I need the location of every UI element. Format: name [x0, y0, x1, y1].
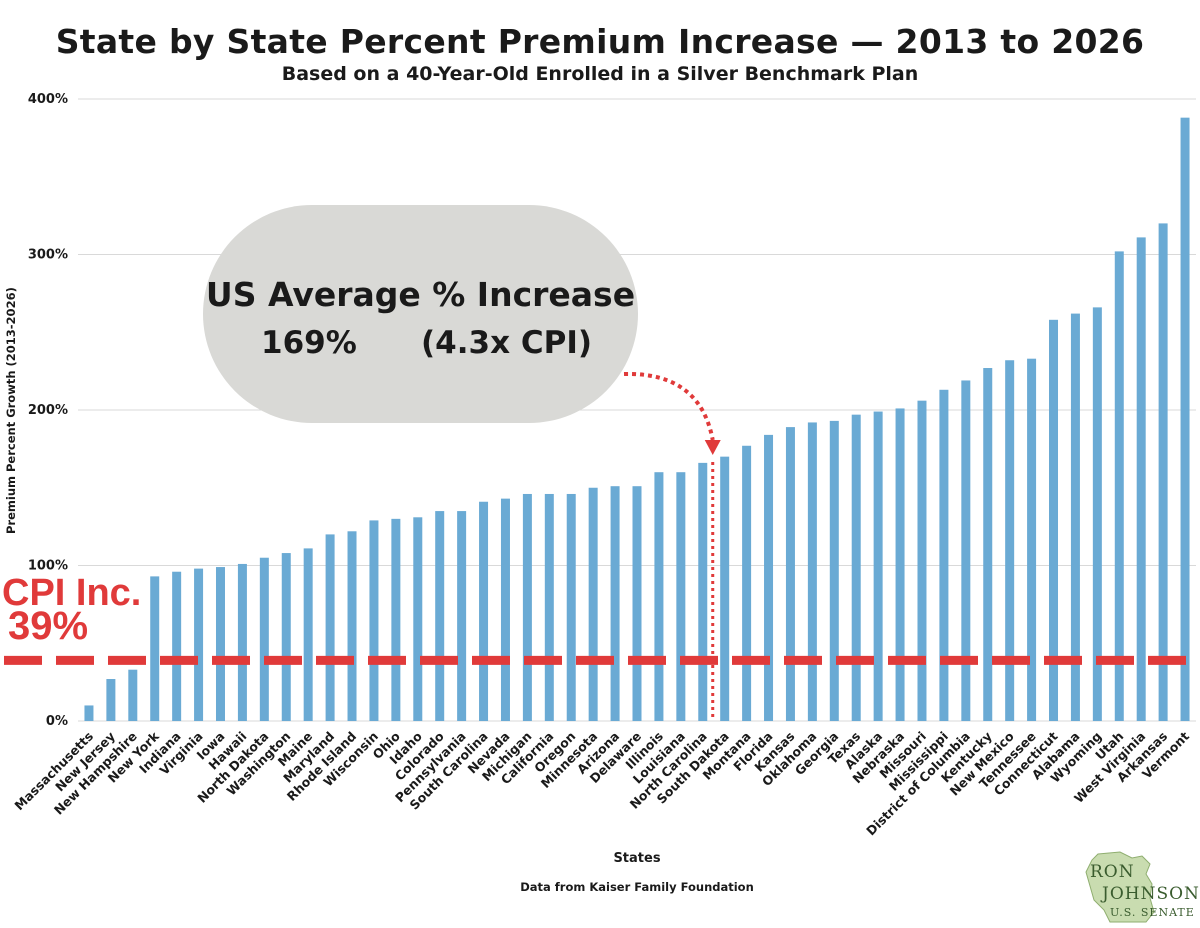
bar: [1070, 313, 1080, 721]
bar: [303, 548, 313, 721]
bar: [281, 553, 291, 721]
bar: [215, 567, 225, 721]
bar: [391, 518, 401, 721]
logo-office: U.S. SENATE: [1110, 906, 1195, 919]
bar: [851, 414, 861, 721]
bar: [654, 472, 664, 721]
y-tick-label: 300%: [28, 248, 68, 263]
cpi-label: CPI Inc.: [2, 572, 142, 614]
bar: [566, 493, 576, 721]
logo-name-first: RON: [1090, 862, 1135, 882]
bar: [1027, 358, 1037, 721]
bar: [194, 568, 204, 721]
bar: [588, 487, 598, 721]
source-note: Data from Kaiser Family Foundation: [520, 880, 754, 894]
chart-title: State by State Percent Premium Increase …: [55, 22, 1145, 61]
bar: [1136, 237, 1146, 721]
bar: [413, 517, 423, 721]
bar: [676, 472, 686, 721]
bar: [1180, 117, 1190, 721]
bar: [150, 576, 160, 721]
bar: [479, 501, 489, 721]
bar: [544, 493, 554, 721]
x-axis-title: States: [613, 851, 661, 866]
y-tick-label: 0%: [46, 714, 68, 729]
bar: [764, 434, 774, 721]
bar: [610, 486, 620, 721]
bar: [742, 445, 752, 721]
logo-name-last: JOHNSON: [1102, 884, 1200, 904]
us-average-callout: US Average % Increase 169% (4.3x CPI): [203, 205, 638, 423]
bar: [829, 420, 839, 721]
cpi-value: 39%: [8, 604, 89, 648]
bar: [939, 389, 949, 721]
bar: [369, 520, 379, 721]
bar: [807, 422, 817, 721]
bar: [1114, 251, 1124, 721]
bar: [917, 400, 927, 721]
bar: [961, 380, 971, 721]
bar: [632, 486, 642, 721]
bar: [106, 679, 116, 721]
bar: [1158, 223, 1168, 721]
bar: [785, 427, 795, 721]
wisconsin-map-icon: [1085, 851, 1155, 923]
y-tick-label: 400%: [28, 92, 68, 107]
bar: [873, 411, 883, 721]
bar: [1092, 307, 1102, 721]
bar: [435, 511, 445, 721]
callout-cpi-multiple: (4.3x CPI): [421, 325, 593, 361]
y-axis-title: Premium Percent Growth (2013-2026): [4, 286, 18, 534]
callout-average-value: 169%: [261, 325, 357, 361]
bar: [698, 462, 708, 721]
bar: [1049, 319, 1059, 721]
bar: [84, 705, 94, 721]
callout-arrow: [623, 371, 715, 441]
bar: [347, 531, 357, 721]
arrow-head-icon: [704, 440, 721, 455]
bar: [1005, 360, 1015, 721]
bar: [128, 669, 138, 721]
bar: [720, 456, 730, 721]
bar: [237, 563, 247, 721]
bar: [172, 571, 182, 721]
bar: [500, 498, 510, 721]
bar: [259, 557, 269, 721]
chart-subtitle: Based on a 40-Year-Old Enrolled in a Sil…: [281, 63, 919, 85]
bar: [522, 493, 532, 721]
y-tick-label: 100%: [28, 559, 68, 574]
callout-heading: US Average % Increase: [205, 275, 636, 314]
y-tick-label: 200%: [28, 403, 68, 418]
bar: [457, 511, 467, 721]
bar: [325, 534, 335, 721]
bar: [983, 368, 993, 721]
bar: [895, 408, 905, 721]
